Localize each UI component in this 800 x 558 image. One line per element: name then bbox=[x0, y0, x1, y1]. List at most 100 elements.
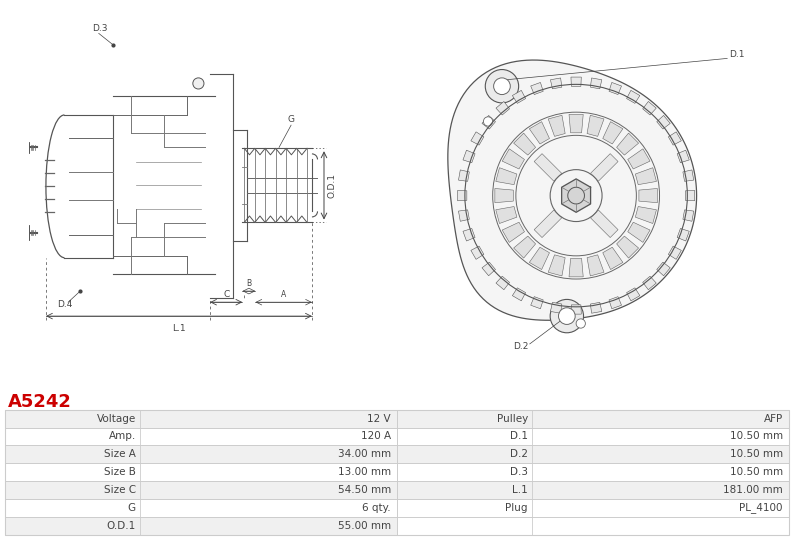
Text: 13.00 mm: 13.00 mm bbox=[338, 467, 391, 477]
Bar bbox=[397, 499, 789, 517]
Text: C: C bbox=[223, 290, 230, 300]
Polygon shape bbox=[635, 206, 657, 224]
Polygon shape bbox=[642, 276, 656, 290]
Polygon shape bbox=[530, 247, 550, 270]
Polygon shape bbox=[626, 90, 640, 103]
Polygon shape bbox=[548, 255, 565, 276]
Bar bbox=[397, 481, 789, 499]
Text: 10.50 mm: 10.50 mm bbox=[730, 449, 783, 459]
Circle shape bbox=[576, 319, 586, 328]
Polygon shape bbox=[471, 246, 484, 259]
Polygon shape bbox=[514, 133, 535, 155]
Polygon shape bbox=[482, 116, 495, 129]
Polygon shape bbox=[495, 189, 514, 203]
Text: 10.50 mm: 10.50 mm bbox=[730, 467, 783, 477]
Polygon shape bbox=[677, 228, 690, 241]
Text: L.1: L.1 bbox=[172, 324, 186, 334]
Polygon shape bbox=[530, 122, 550, 144]
Text: A5242: A5242 bbox=[8, 393, 72, 411]
Polygon shape bbox=[617, 133, 638, 155]
Text: Amp.: Amp. bbox=[109, 431, 136, 441]
Polygon shape bbox=[463, 228, 475, 241]
Polygon shape bbox=[482, 262, 495, 276]
Polygon shape bbox=[569, 114, 583, 133]
Polygon shape bbox=[642, 102, 656, 115]
Polygon shape bbox=[548, 116, 565, 136]
Polygon shape bbox=[496, 206, 517, 224]
Text: 55.00 mm: 55.00 mm bbox=[338, 521, 391, 531]
Text: 10.50 mm: 10.50 mm bbox=[730, 431, 783, 441]
Polygon shape bbox=[602, 247, 623, 270]
Polygon shape bbox=[683, 170, 694, 181]
Polygon shape bbox=[628, 149, 650, 169]
Polygon shape bbox=[550, 302, 562, 313]
Polygon shape bbox=[458, 170, 470, 181]
Text: D.1: D.1 bbox=[729, 50, 745, 59]
Text: 54.50 mm: 54.50 mm bbox=[338, 485, 391, 495]
Bar bbox=[5, 410, 397, 427]
Text: 34.00 mm: 34.00 mm bbox=[338, 449, 391, 459]
Polygon shape bbox=[530, 297, 543, 309]
Bar bbox=[22, 225, 30, 240]
Polygon shape bbox=[496, 102, 510, 115]
Bar bbox=[5, 481, 397, 499]
Polygon shape bbox=[512, 90, 526, 103]
Polygon shape bbox=[590, 302, 602, 313]
Polygon shape bbox=[587, 255, 604, 276]
Bar bbox=[5, 463, 397, 481]
Polygon shape bbox=[534, 153, 562, 181]
Polygon shape bbox=[668, 132, 682, 145]
Text: Size B: Size B bbox=[104, 467, 136, 477]
Polygon shape bbox=[635, 168, 657, 185]
Polygon shape bbox=[590, 78, 602, 89]
Bar bbox=[397, 445, 789, 463]
Polygon shape bbox=[590, 210, 618, 238]
Text: Size C: Size C bbox=[104, 485, 136, 495]
Text: 181.00 mm: 181.00 mm bbox=[723, 485, 783, 495]
Text: D.2: D.2 bbox=[513, 341, 528, 350]
Text: 12 V: 12 V bbox=[367, 413, 391, 424]
Bar bbox=[5, 445, 397, 463]
Polygon shape bbox=[514, 236, 535, 258]
Text: 120 A: 120 A bbox=[361, 431, 391, 441]
Text: D.2: D.2 bbox=[510, 449, 528, 459]
Polygon shape bbox=[571, 77, 582, 86]
Polygon shape bbox=[602, 122, 623, 144]
Text: O.D.1: O.D.1 bbox=[328, 173, 337, 198]
Text: O.D.1: O.D.1 bbox=[106, 521, 136, 531]
Circle shape bbox=[193, 78, 204, 89]
Bar bbox=[397, 410, 789, 427]
Polygon shape bbox=[683, 210, 694, 222]
Text: D.1: D.1 bbox=[510, 431, 528, 441]
Text: Size A: Size A bbox=[104, 449, 136, 459]
Polygon shape bbox=[534, 210, 562, 238]
Polygon shape bbox=[686, 190, 694, 201]
Polygon shape bbox=[617, 236, 638, 258]
Circle shape bbox=[483, 117, 493, 126]
Polygon shape bbox=[609, 297, 622, 309]
Polygon shape bbox=[496, 168, 517, 185]
Bar bbox=[5, 427, 397, 445]
Text: Plug: Plug bbox=[506, 503, 528, 513]
Polygon shape bbox=[657, 262, 670, 276]
Polygon shape bbox=[639, 189, 658, 203]
Circle shape bbox=[494, 78, 510, 94]
Polygon shape bbox=[587, 116, 604, 136]
Polygon shape bbox=[471, 132, 484, 145]
Bar bbox=[22, 142, 30, 153]
Bar bbox=[397, 427, 789, 445]
Text: G: G bbox=[128, 503, 136, 513]
Polygon shape bbox=[571, 305, 582, 314]
Text: D.4: D.4 bbox=[57, 300, 73, 309]
Polygon shape bbox=[628, 222, 650, 242]
Text: G: G bbox=[287, 116, 294, 124]
Polygon shape bbox=[569, 258, 583, 277]
Polygon shape bbox=[562, 179, 590, 212]
Text: B: B bbox=[246, 280, 251, 288]
Polygon shape bbox=[530, 83, 543, 94]
Polygon shape bbox=[496, 276, 510, 290]
Polygon shape bbox=[677, 150, 690, 163]
Bar bbox=[5, 517, 397, 535]
Polygon shape bbox=[626, 288, 640, 301]
Polygon shape bbox=[458, 190, 467, 201]
